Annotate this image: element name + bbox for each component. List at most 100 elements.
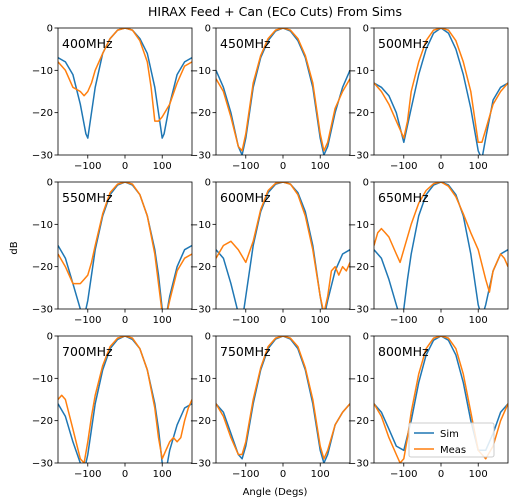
x-tick-label: 100	[311, 469, 330, 480]
panel-label-650mhz: 650MHz	[378, 190, 429, 205]
x-tick-label: 100	[311, 161, 330, 172]
y-tick-label: −30	[348, 459, 369, 470]
y-tick-label: −30	[348, 305, 369, 316]
series-line-meas-650mhz	[374, 182, 508, 293]
y-tick-label: −20	[32, 262, 53, 273]
y-tick-label: −20	[32, 108, 53, 119]
series-line-meas-500mhz	[374, 28, 508, 144]
panel-650mhz: −100 0 100 0 −10 −20 −30 650MHz	[348, 178, 509, 326]
panel-700mhz: −100 0 100 0 −10 −20 −30 700MHz	[32, 332, 193, 480]
y-tick-label: −30	[190, 305, 211, 316]
y-tick-label: −20	[190, 262, 211, 273]
x-tick-label: −100	[74, 469, 101, 480]
x-tick-label: 100	[153, 469, 172, 480]
series-line-sim-400mhz	[58, 28, 192, 139]
panel-label-450mhz: 450MHz	[220, 36, 271, 51]
y-tick-label: −20	[190, 416, 211, 427]
x-tick-label: 0	[122, 161, 128, 172]
x-tick-label: 100	[469, 469, 488, 480]
y-tick-label: −20	[348, 262, 369, 273]
y-tick-label: −10	[348, 374, 369, 385]
panel-label-550mhz: 550MHz	[62, 190, 113, 205]
x-tick-label: 100	[469, 161, 488, 172]
x-tick-label: 0	[280, 161, 286, 172]
x-tick-label: 0	[122, 315, 128, 326]
panel-label-800mhz: 800MHz	[378, 344, 429, 359]
x-tick-label: 0	[280, 315, 286, 326]
x-tick-label: −100	[390, 469, 417, 480]
panel-400mhz: −100 0 100 0 −10 −20 −30 400MHz	[32, 24, 193, 172]
x-tick-label: −100	[390, 315, 417, 326]
x-tick-label: −100	[232, 161, 259, 172]
y-tick-label: −30	[190, 151, 211, 162]
panel-800mhz: −100 0 100 0 −10 −20 −30 800MHz	[348, 332, 509, 480]
y-tick-label: −10	[348, 220, 369, 231]
x-tick-label: 100	[153, 315, 172, 326]
panel-750mhz: −100 0 100 0 −10 −20 −30 750MHz	[190, 332, 351, 480]
series-line-meas-750mhz	[216, 336, 350, 460]
panel-label-400mhz: 400MHz	[62, 36, 113, 51]
x-tick-label: 100	[311, 315, 330, 326]
y-tick-label: −20	[32, 416, 53, 427]
series-line-meas-400mhz	[58, 28, 192, 122]
series-line-sim-750mhz	[216, 336, 350, 463]
y-tick-label: 0	[47, 332, 53, 343]
y-tick-label: −10	[190, 220, 211, 231]
y-tick-label: −30	[32, 459, 53, 470]
figure-title: HIRAX Feed + Can (ECo Cuts) From Sims	[148, 4, 402, 19]
panel-label-700mhz: 700MHz	[62, 344, 113, 359]
y-tick-label: −10	[32, 374, 53, 385]
series-line-sim-600mhz	[216, 182, 350, 309]
legend-meas-label: Meas	[440, 445, 466, 456]
y-tick-label: 0	[363, 178, 369, 189]
x-tick-label: 0	[438, 161, 444, 172]
x-tick-label: −100	[74, 315, 101, 326]
legend: Sim Meas	[408, 422, 495, 458]
y-tick-label: 0	[205, 24, 211, 35]
y-tick-label: 0	[205, 178, 211, 189]
y-tick-label: 0	[47, 24, 53, 35]
y-tick-label: −10	[348, 66, 369, 77]
x-tick-label: 100	[153, 161, 172, 172]
panel-label-600mhz: 600MHz	[220, 190, 271, 205]
x-tick-label: −100	[74, 161, 101, 172]
panel-500mhz: −100 0 100 0 −10 −20 −30 500MHz	[348, 24, 509, 172]
y-tick-label: −20	[348, 108, 369, 119]
series-line-meas-700mhz	[58, 336, 192, 463]
x-tick-label: 0	[438, 315, 444, 326]
x-tick-label: 100	[469, 315, 488, 326]
y-tick-label: 0	[205, 332, 211, 343]
panel-450mhz: −100 0 100 0 −10 −20 −30 450MHz	[190, 24, 351, 172]
y-tick-label: −30	[32, 305, 53, 316]
x-axis-label: Angle (Degs)	[243, 487, 308, 498]
y-tick-label: −20	[348, 416, 369, 427]
series-line-sim-500mhz	[374, 28, 508, 155]
y-tick-label: −30	[32, 151, 53, 162]
x-tick-label: −100	[390, 161, 417, 172]
legend-sim-label: Sim	[440, 429, 459, 440]
x-tick-label: 0	[122, 469, 128, 480]
y-tick-label: −10	[32, 66, 53, 77]
y-tick-label: −30	[348, 151, 369, 162]
y-tick-label: −30	[190, 459, 211, 470]
y-tick-label: 0	[363, 24, 369, 35]
panel-label-500mhz: 500MHz	[378, 36, 429, 51]
panel-label-750mhz: 750MHz	[220, 344, 271, 359]
series-line-meas-550mhz	[58, 182, 192, 309]
x-tick-label: 0	[438, 469, 444, 480]
y-tick-label: −20	[190, 108, 211, 119]
y-tick-label: −10	[190, 66, 211, 77]
series-line-meas-450mhz	[216, 28, 350, 152]
y-tick-label: −10	[190, 374, 211, 385]
y-tick-label: 0	[47, 178, 53, 189]
x-tick-label: −100	[232, 469, 259, 480]
y-axis-label: dB	[9, 241, 20, 254]
y-tick-label: −10	[32, 220, 53, 231]
panel-600mhz: −100 0 100 0 −10 −20 −30 600MHz	[190, 178, 351, 326]
series-line-meas-600mhz	[216, 182, 350, 309]
panel-550mhz: −100 0 100 0 −10 −20 −30 550MHz	[32, 178, 193, 326]
y-tick-label: 0	[363, 332, 369, 343]
x-tick-label: 0	[280, 469, 286, 480]
